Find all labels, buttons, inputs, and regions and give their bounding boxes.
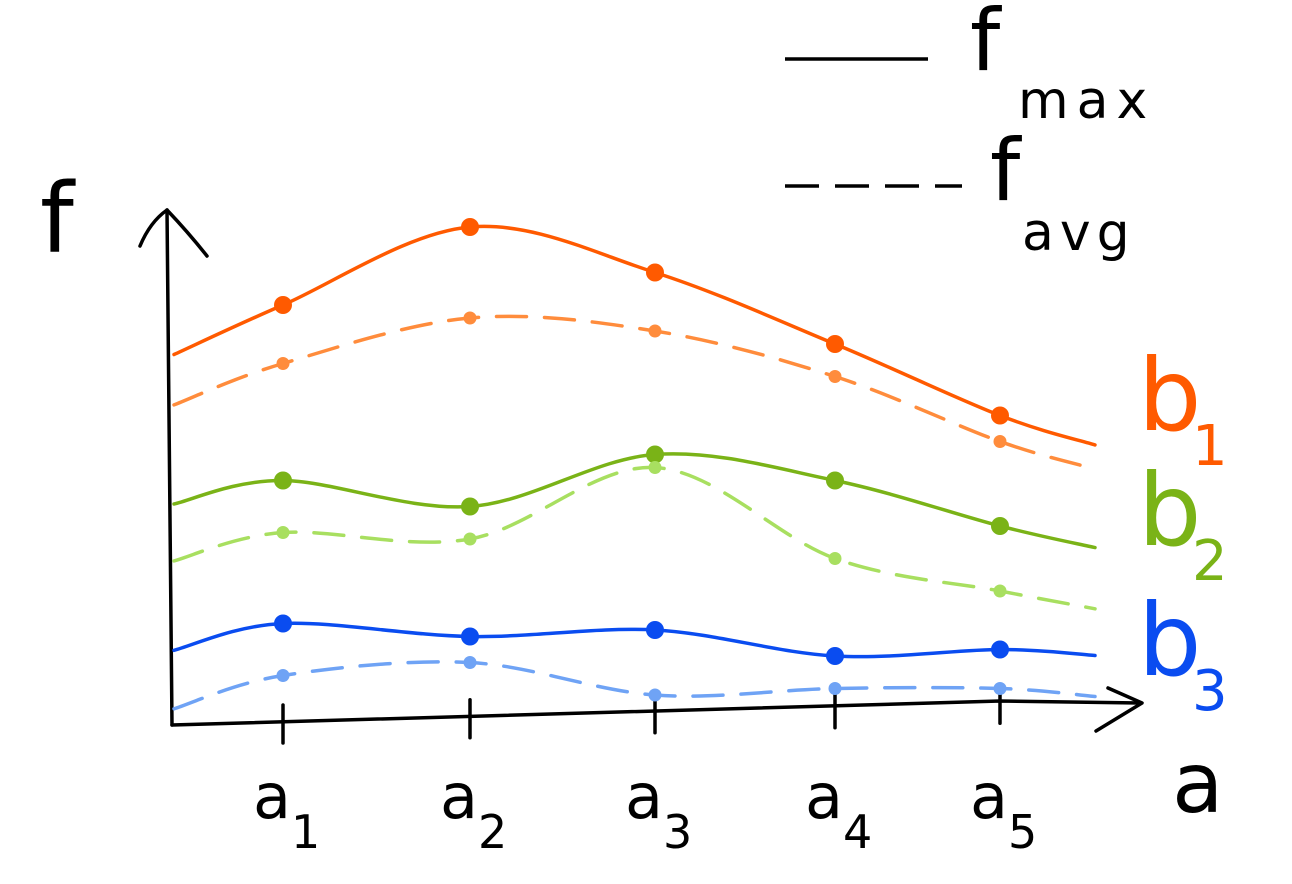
point-b1-max-1 xyxy=(274,296,292,314)
point-b2-avg-5 xyxy=(993,584,1007,598)
point-b3-max-4 xyxy=(826,647,844,665)
series-line-b1-avg xyxy=(172,314,1097,471)
point-b3-max-1 xyxy=(274,614,292,633)
legend-subscript-max: max xyxy=(1018,71,1155,131)
point-b2-max-3 xyxy=(646,445,664,464)
point-b3-avg-1 xyxy=(276,669,290,682)
x-tick-label-subscript: 5 xyxy=(1008,805,1037,859)
x-axis-title: a xyxy=(1172,734,1223,832)
axes xyxy=(138,208,1144,733)
y-axis xyxy=(165,208,174,727)
series-layer xyxy=(172,224,1097,711)
point-b1-max-3 xyxy=(646,263,664,282)
point-b1-avg-5 xyxy=(993,435,1007,448)
series-line-b1-max xyxy=(172,224,1097,447)
x-tick-label-subscript: 2 xyxy=(478,805,507,859)
point-b1-max-5 xyxy=(991,406,1009,425)
point-b2-avg-1 xyxy=(276,526,290,539)
x-tick-label-subscript: 1 xyxy=(291,805,320,859)
group-label-subscript: 3 xyxy=(1192,659,1228,724)
x-tick-label: a xyxy=(440,760,478,833)
points-layer xyxy=(274,218,1009,702)
series-line-b2-avg xyxy=(172,465,1097,611)
point-b1-avg-3 xyxy=(648,324,662,338)
legend-subscript-avg: avg xyxy=(1022,203,1136,263)
y-axis-arrowhead xyxy=(138,208,209,258)
point-b3-max-3 xyxy=(646,621,664,639)
point-b3-avg-3 xyxy=(648,688,662,702)
x-ticks xyxy=(281,683,1002,745)
point-b3-avg-2 xyxy=(463,656,477,669)
group-label-subscript: 2 xyxy=(1192,529,1228,594)
point-b1-max-4 xyxy=(826,335,844,353)
point-b1-avg-1 xyxy=(276,357,290,370)
x-tick-label: a xyxy=(625,760,663,833)
point-b2-avg-3 xyxy=(648,461,662,474)
x-axis-arrowhead xyxy=(1094,686,1144,733)
point-b3-max-5 xyxy=(991,640,1009,659)
point-b3-max-2 xyxy=(461,627,479,646)
point-b2-max-5 xyxy=(991,517,1009,535)
series-line-b3-max xyxy=(172,621,1097,659)
x-tick-label-subscript: 3 xyxy=(663,805,692,859)
y-axis-title: f xyxy=(40,163,76,275)
x-tick-label-subscript: 4 xyxy=(843,805,872,859)
point-b2-max-4 xyxy=(826,471,844,490)
x-axis xyxy=(170,699,1142,727)
legend-label-max: f xyxy=(970,0,1002,91)
x-tick-label: a xyxy=(970,760,1008,833)
x-tick-label: a xyxy=(805,760,843,833)
point-b2-avg-2 xyxy=(463,532,477,546)
group-label-subscript: 1 xyxy=(1192,414,1228,479)
point-b2-avg-4 xyxy=(828,552,842,565)
point-b2-max-1 xyxy=(274,471,292,490)
point-b1-max-2 xyxy=(461,218,479,236)
group-label: b xyxy=(1138,337,1201,454)
point-b3-avg-4 xyxy=(828,682,842,695)
x-tick-label: a xyxy=(253,760,291,833)
group-label: b xyxy=(1138,582,1201,699)
legend: f max f avg xyxy=(785,0,1155,263)
point-b2-max-2 xyxy=(461,497,479,516)
legend-label-avg: f xyxy=(990,121,1022,221)
point-b3-avg-5 xyxy=(993,682,1007,695)
point-b1-avg-2 xyxy=(463,311,477,325)
group-label: b xyxy=(1138,452,1201,569)
point-b1-avg-4 xyxy=(828,370,842,383)
